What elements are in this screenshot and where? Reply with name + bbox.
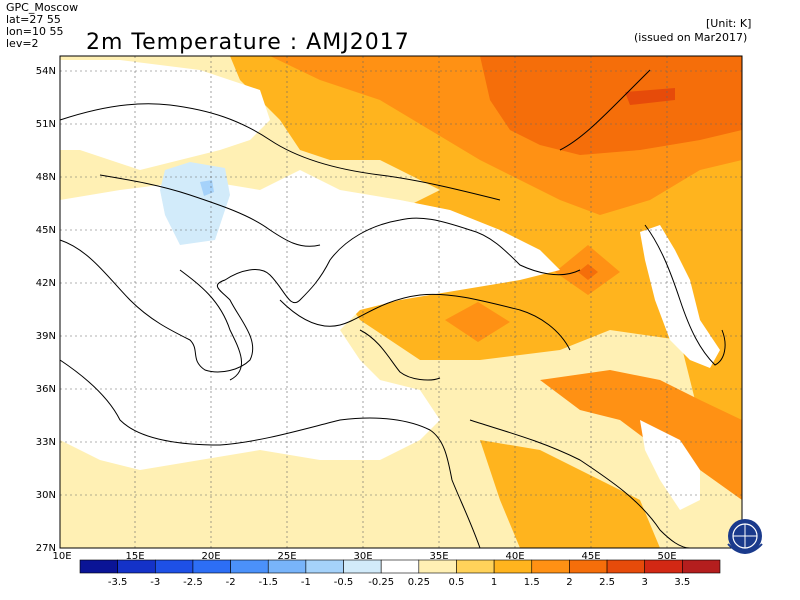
coastlines	[59, 69, 726, 549]
legend-swatch	[456, 559, 495, 574]
legend-swatch	[531, 559, 570, 574]
legend-swatch	[682, 559, 721, 574]
legend-swatch	[493, 559, 533, 574]
lon-label-45E: 45E	[581, 551, 600, 562]
lon-label-35E: 35E	[429, 551, 448, 562]
lon-label-50E: 50E	[657, 551, 676, 562]
legend-swatch	[380, 559, 420, 574]
legend-swatch	[569, 559, 608, 574]
lon-range-label: lon=10 55	[6, 25, 64, 38]
lon-label-15E: 15E	[125, 551, 144, 562]
level-label: lev=2	[6, 37, 39, 50]
map-title: 2m Temperature : AMJ2017	[86, 30, 410, 55]
legend-swatch	[79, 559, 118, 574]
legend-label: 2	[566, 577, 572, 588]
legend-swatch	[418, 559, 457, 574]
issued-label: (issued on Mar2017)	[634, 31, 748, 44]
lat-label-48N: 48N	[36, 172, 56, 183]
wmo-logo-icon	[727, 519, 763, 554]
legend-label: 1	[491, 577, 497, 588]
map-frame	[59, 55, 743, 549]
lon-label-40E: 40E	[505, 551, 524, 562]
cold-region-core	[200, 180, 214, 196]
lat-label-27N: 27N	[36, 543, 56, 554]
legend-swatch	[230, 559, 269, 574]
normal-region-balkans	[60, 170, 560, 470]
legend-label: -3.5	[108, 577, 128, 588]
legend-label: -1.5	[258, 577, 278, 588]
lat-label-45N: 45N	[36, 225, 56, 236]
legend-label: -0.5	[334, 577, 354, 588]
normal-region-caspian	[640, 225, 720, 368]
lat-label-51N: 51N	[36, 119, 56, 130]
legend-label: -3	[150, 577, 160, 588]
lat-label-54N: 54N	[36, 66, 56, 77]
unit-label: [Unit: K]	[706, 17, 752, 30]
legend-label: 3.5	[674, 577, 690, 588]
legend-label: 0.25	[408, 577, 430, 588]
lat-label-33N: 33N	[36, 437, 56, 448]
legend-label: 1.5	[524, 577, 540, 588]
legend-label: -0.25	[368, 577, 394, 588]
grid-lines	[60, 56, 742, 548]
lon-label-30E: 30E	[353, 551, 372, 562]
anomaly-region-anatolia	[445, 302, 510, 342]
legend-swatch	[117, 559, 156, 574]
legend-swatch	[606, 559, 646, 574]
legend-label: 0.5	[449, 577, 465, 588]
anomaly-region-caucasus-core	[578, 264, 598, 280]
legend-swatch	[305, 559, 344, 574]
legend-swatch	[644, 559, 683, 574]
anomaly-region-dark-orange	[480, 56, 742, 155]
anomaly-region-red-patch	[625, 88, 675, 105]
legend-swatch	[154, 559, 194, 574]
lat-range-label: lat=27 55	[6, 13, 61, 26]
lon-label-25E: 25E	[277, 551, 296, 562]
lon-label-10E: 10E	[52, 551, 71, 562]
legend-label: 3	[642, 577, 648, 588]
lat-label-42N: 42N	[36, 278, 56, 289]
lon-label-20E: 20E	[201, 551, 220, 562]
anomaly-region-orange-south	[480, 440, 660, 548]
lat-label-36N: 36N	[36, 384, 56, 395]
anomaly-region-iraq	[540, 370, 742, 500]
lat-label-39N: 39N	[36, 331, 56, 342]
legend-swatch	[267, 559, 307, 574]
legend-label: -2.5	[183, 577, 203, 588]
normal-region-arabia	[640, 420, 700, 510]
source-label: GPC_Moscow	[6, 1, 79, 14]
legend-label: -2	[226, 577, 236, 588]
legend-swatch	[343, 559, 382, 574]
legend-label: -1	[301, 577, 311, 588]
legend-swatch	[192, 559, 231, 574]
normal-region-west	[60, 60, 270, 170]
cold-region-hungary	[160, 162, 230, 245]
legend-label: 2.5	[599, 577, 615, 588]
lat-label-30N: 30N	[36, 490, 56, 501]
